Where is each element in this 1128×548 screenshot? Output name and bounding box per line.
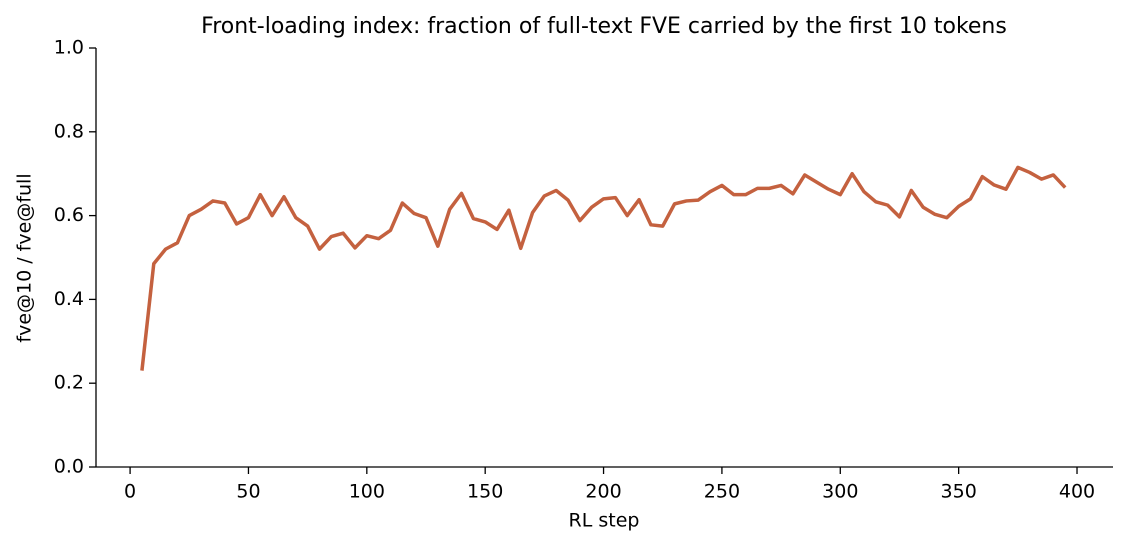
x-tick-label: 400 — [1059, 481, 1095, 503]
y-tick-label: 0.4 — [54, 288, 84, 310]
x-tick-label: 200 — [585, 481, 621, 503]
data-line — [140, 165, 1067, 371]
x-tick-label: 250 — [704, 481, 740, 503]
x-tick-label: 100 — [349, 481, 385, 503]
y-axis-label: fve@10 / fve@full — [14, 173, 36, 342]
y-tick-label: 0.0 — [54, 456, 84, 478]
x-tick-label: 350 — [941, 481, 977, 503]
x-axis-label: RL step — [569, 510, 640, 532]
x-tick-label: 0 — [124, 481, 136, 503]
y-tick-label: 0.8 — [54, 120, 84, 142]
x-tick-label: 150 — [467, 481, 503, 503]
x-tick-label: 300 — [822, 481, 858, 503]
y-tick-label: 0.6 — [54, 204, 84, 226]
y-tick-label: 0.2 — [54, 372, 84, 394]
chart-title: Front-loading index: fraction of full-te… — [201, 14, 1007, 39]
y-tick-label: 1.0 — [54, 37, 84, 59]
x-tick-label: 50 — [236, 481, 260, 503]
